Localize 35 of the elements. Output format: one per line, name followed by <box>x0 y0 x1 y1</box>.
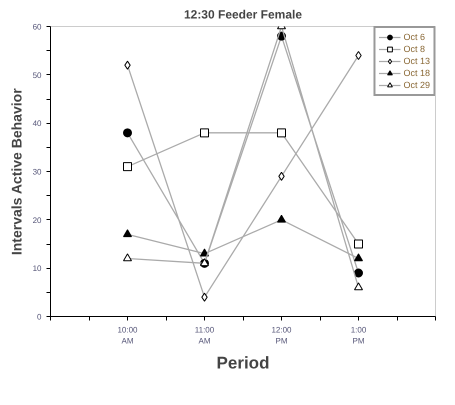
legend-label: Oct 18 <box>403 67 430 79</box>
y-tick-label: 30 <box>32 168 42 176</box>
y-tick-label: 0 <box>37 312 42 322</box>
y-tick-label: 10 <box>32 264 42 274</box>
legend-label: Oct 29 <box>403 79 430 91</box>
point <box>123 162 132 172</box>
point <box>200 248 209 256</box>
point <box>278 172 285 181</box>
point <box>277 128 286 138</box>
point <box>201 292 208 302</box>
x-tick-label: 1:00 PM <box>350 326 367 346</box>
point <box>277 214 286 223</box>
point <box>354 253 363 262</box>
legend-label: Oct 13 <box>403 55 430 67</box>
x-tick-label: 10:00 AM <box>117 326 138 346</box>
point <box>123 128 132 138</box>
x-tick-label: 11:00 AM <box>194 326 215 346</box>
y-axis-title: Intervals Active Behavior <box>8 88 25 256</box>
point <box>124 60 131 70</box>
point <box>123 229 132 238</box>
point <box>354 268 363 278</box>
x-tick-label: 12:00 PM <box>271 326 292 346</box>
y-tick-label: 60 <box>32 22 42 32</box>
y-tick-label: 50 <box>32 70 42 80</box>
point <box>123 253 132 262</box>
point <box>354 282 363 290</box>
x-axis-title: Period <box>216 353 270 372</box>
y-tick-label: 40 <box>32 119 42 128</box>
point <box>354 240 363 248</box>
y-tick-label: 20 <box>32 216 42 225</box>
chart-title: 12:30 Feeder Female <box>184 8 302 22</box>
legend-label: Oct 6 <box>403 31 425 43</box>
point <box>355 51 362 60</box>
point <box>200 128 209 138</box>
legend-label: Oct 8 <box>403 43 425 55</box>
